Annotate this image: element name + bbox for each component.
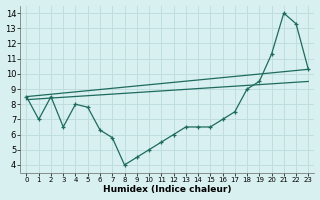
- X-axis label: Humidex (Indice chaleur): Humidex (Indice chaleur): [103, 185, 232, 194]
